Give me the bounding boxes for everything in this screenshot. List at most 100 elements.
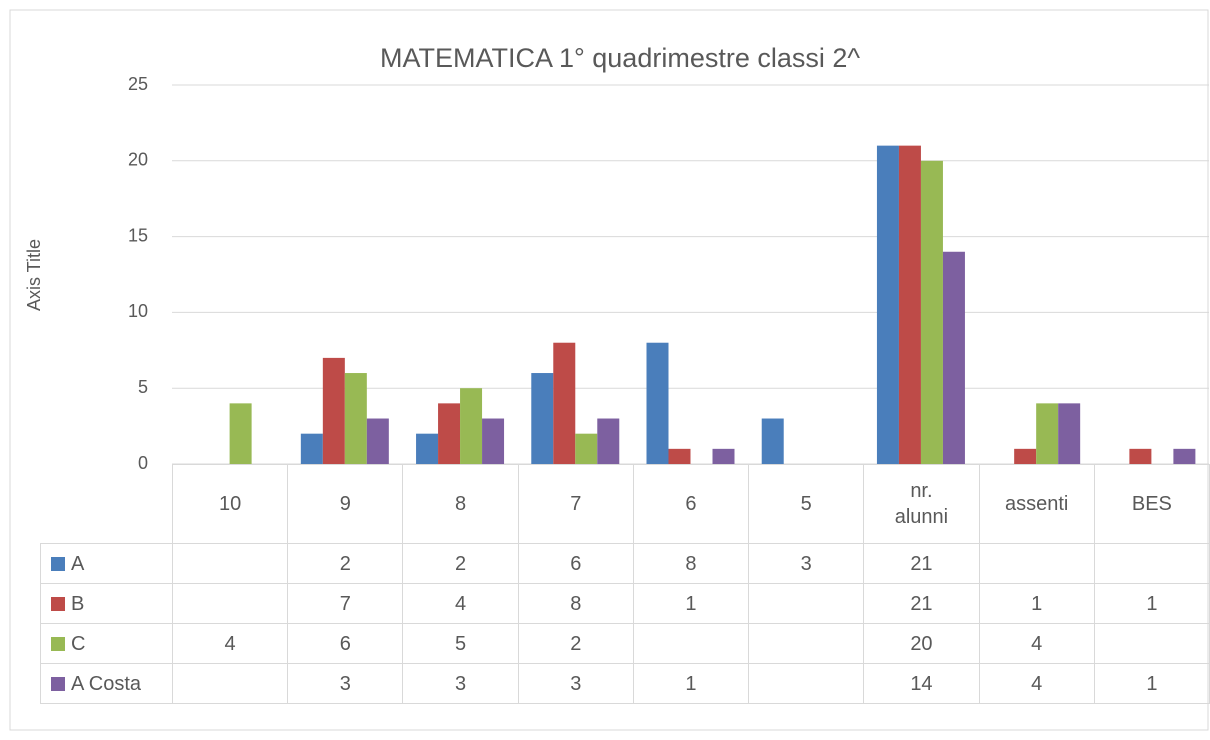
table-value-cell: 7 bbox=[287, 583, 404, 624]
table-value-cell: 6 bbox=[517, 543, 634, 584]
legend-cell: A bbox=[40, 543, 173, 584]
table-header-cell-text: 7 bbox=[570, 493, 582, 515]
table-value-cell-text: 8 bbox=[685, 552, 697, 575]
table-value-cell: 2 bbox=[402, 543, 519, 584]
bar bbox=[942, 251, 965, 464]
bar bbox=[344, 373, 367, 464]
legend-cell: B bbox=[40, 583, 173, 624]
table-value-cell: 14 bbox=[863, 663, 980, 704]
table-header-cell: 8 bbox=[402, 464, 519, 544]
table-value-cell-text: 4 bbox=[1031, 632, 1043, 655]
y-tick-label: 10 bbox=[128, 301, 148, 321]
table-value-cell bbox=[632, 623, 750, 664]
table-value-cell-text: 5 bbox=[454, 632, 467, 655]
table-header-cell: BES bbox=[1093, 464, 1210, 544]
bar bbox=[1173, 448, 1196, 464]
table-value-cell: 1 bbox=[632, 663, 750, 704]
table-value-cell: 1 bbox=[1093, 583, 1210, 624]
table-header-cell: 5 bbox=[748, 464, 865, 544]
table-header-cell: 7 bbox=[517, 464, 634, 544]
table-value-cell: 21 bbox=[863, 543, 980, 584]
bar bbox=[460, 388, 483, 464]
table-value-cell-text: 21 bbox=[910, 552, 933, 575]
bar bbox=[322, 357, 345, 464]
table-value-cell bbox=[1093, 623, 1210, 664]
legend-cell: C bbox=[40, 623, 173, 664]
table-value-cell-text: 1 bbox=[1146, 672, 1158, 695]
table-value-cell: 8 bbox=[517, 583, 634, 624]
table-value-cell: 1 bbox=[978, 583, 1095, 624]
legend-label: C bbox=[71, 632, 86, 655]
table-header-cell-text: 9 bbox=[339, 493, 351, 515]
table-header-cell-text: BES bbox=[1131, 493, 1172, 515]
table-value-cell-text: 3 bbox=[454, 672, 467, 695]
table-header-cell: 10 bbox=[172, 464, 289, 544]
bar bbox=[1129, 448, 1152, 464]
table-header-cell: assenti bbox=[978, 464, 1095, 544]
bar bbox=[712, 448, 735, 464]
table-value-cell: 4 bbox=[402, 583, 519, 624]
table-header-cell-text: 5 bbox=[800, 493, 812, 515]
table-value-cell: 5 bbox=[402, 623, 519, 664]
bar bbox=[1014, 448, 1037, 464]
table-value-cell-text: 21 bbox=[910, 592, 933, 615]
bar bbox=[366, 418, 389, 464]
bar bbox=[920, 160, 943, 465]
table-value-cell-text: 3 bbox=[339, 672, 351, 695]
bar bbox=[876, 145, 899, 464]
legend-label: A bbox=[71, 552, 85, 575]
table-value-cell: 8 bbox=[632, 543, 750, 584]
bar bbox=[438, 403, 461, 464]
bar bbox=[597, 418, 620, 464]
table-value-cell bbox=[172, 543, 289, 584]
legend-label: B bbox=[71, 592, 85, 615]
table-value-cell: 1 bbox=[1093, 663, 1210, 704]
table-value-cell bbox=[172, 583, 289, 624]
table-header-cell-text: nr. alunni bbox=[894, 480, 949, 528]
bar bbox=[1058, 403, 1081, 464]
table-value-cell: 4 bbox=[978, 623, 1095, 664]
bar bbox=[668, 448, 691, 464]
table-value-cell: 4 bbox=[172, 623, 289, 664]
bar bbox=[1036, 403, 1059, 464]
table-value-cell bbox=[978, 543, 1095, 584]
y-tick-label: 5 bbox=[138, 377, 148, 397]
table-value-cell bbox=[172, 663, 289, 704]
table-value-cell: 3 bbox=[748, 543, 865, 584]
table-value-cell-text: 2 bbox=[339, 552, 351, 575]
table-header-cell-text: 10 bbox=[218, 493, 242, 515]
table-header-cell: 9 bbox=[287, 464, 404, 544]
table-value-cell-text: 1 bbox=[1031, 592, 1043, 615]
table-value-cell-text: 6 bbox=[339, 632, 351, 655]
bar bbox=[416, 433, 439, 464]
table-value-cell: 4 bbox=[978, 663, 1095, 704]
table-value-cell bbox=[748, 623, 865, 664]
bar bbox=[531, 373, 554, 464]
chart-title: MATEMATICA 1° quadrimestre classi 2^ bbox=[380, 43, 860, 73]
table-value-cell-text: 4 bbox=[454, 592, 467, 615]
bar bbox=[553, 342, 576, 464]
y-axis-title: Axis Title bbox=[24, 239, 44, 311]
bar bbox=[575, 433, 598, 464]
table-value-cell: 2 bbox=[287, 543, 404, 584]
table-value-cell-text: 4 bbox=[224, 632, 236, 655]
table-header-cell-text: 8 bbox=[454, 493, 467, 515]
table-value-cell bbox=[1093, 543, 1210, 584]
bar bbox=[482, 418, 505, 464]
table-value-cell-text: 2 bbox=[570, 632, 582, 655]
legend-key bbox=[51, 596, 65, 611]
bar bbox=[229, 403, 252, 464]
table-value-cell-text: 1 bbox=[1146, 592, 1158, 615]
table-value-cell bbox=[748, 583, 865, 624]
table-value-cell-text: 3 bbox=[800, 552, 812, 575]
chart-border bbox=[9, 9, 1209, 731]
y-tick-label: 25 bbox=[128, 74, 148, 94]
table-value-cell: 2 bbox=[517, 623, 634, 664]
table-value-cell: 6 bbox=[287, 623, 404, 664]
y-tick-label: 20 bbox=[128, 150, 148, 170]
table-header-cell: nr. alunni bbox=[863, 464, 980, 544]
bar bbox=[898, 145, 921, 464]
table-value-cell-text: 3 bbox=[570, 672, 582, 695]
